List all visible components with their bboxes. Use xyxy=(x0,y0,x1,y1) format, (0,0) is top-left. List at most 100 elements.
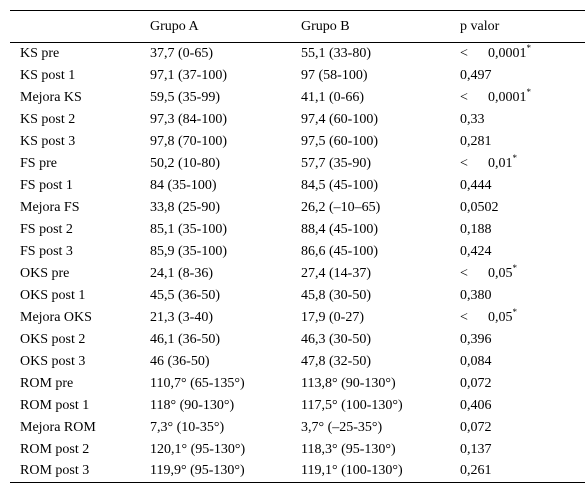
p-valor-cell: 0,497 xyxy=(460,65,585,87)
p-value: 0,396 xyxy=(460,331,492,347)
row-label: Mejora ROM xyxy=(20,419,96,435)
grupo-b-value: 113,8° (90-130°) xyxy=(301,375,396,391)
header-p-valor: p valor xyxy=(460,10,585,43)
table-row: Mejora KS 59,5 (35-99) 41,1 (0-66) <0,0001* xyxy=(10,87,585,109)
grupo-a-value: 97,8 (70-100) xyxy=(150,133,227,149)
grupo-b-value: 3,7° (–25-35°) xyxy=(301,419,383,435)
table-row: Mejora ROM 7,3° (10-35°) 3,7° (–25-35°) 0,0… xyxy=(10,417,585,439)
p-valor-cell: <0,05* xyxy=(460,263,585,285)
grupo-a-value: 21,3 (3-40) xyxy=(150,309,213,325)
grupo-b-value: 97,4 (60-100) xyxy=(301,111,378,127)
row-label: KS post 1 xyxy=(20,67,76,83)
p-value: 0,0001 xyxy=(488,89,527,105)
grupo-b-value: 86,6 (45-100) xyxy=(301,243,378,259)
table-row: FS post 2 85,1 (35-100) 88,4 (45-100) 0,188 xyxy=(10,219,585,241)
significance-marker: * xyxy=(526,86,532,97)
table-row: Mejora OKS 21,3 (3-40) 17,9 (0-27) <0,05* xyxy=(10,307,585,329)
header-grupo-b: Grupo B xyxy=(301,10,460,43)
p-comparator: < xyxy=(460,309,468,325)
grupo-b-value: 84,5 (45-100) xyxy=(301,177,378,193)
results-table-container: Grupo A Grupo B p valor KS pre 37,7 (0-65… xyxy=(10,10,585,483)
p-valor-cell: <0,05* xyxy=(460,307,585,329)
table-row: FS pre 50,2 (10-80) 57,7 (35-90) <0,01* xyxy=(10,153,585,175)
row-label: KS post 3 xyxy=(20,133,76,149)
grupo-a-value: 46 (36-50) xyxy=(150,353,210,369)
p-comparator: < xyxy=(460,155,468,171)
p-value: 0,072 xyxy=(460,419,492,435)
grupo-a-value: 97,3 (84-100) xyxy=(150,111,227,127)
p-valor-cell: 0,137 xyxy=(460,439,585,461)
grupo-b-value: 119,1° (100-130°) xyxy=(301,460,460,483)
table-body: KS pre 37,7 (0-65) 55,1 (33-80) <0,0001* KS … xyxy=(10,43,585,483)
grupo-b-value: 17,9 (0-27) xyxy=(301,309,364,325)
p-value: 0,05 xyxy=(488,309,513,325)
row-label: Mejora OKS xyxy=(20,309,92,325)
grupo-a-value: 97,1 (37-100) xyxy=(150,67,227,83)
p-value: 0,497 xyxy=(460,67,492,83)
p-comparator: < xyxy=(460,45,468,61)
table-row: KS pre 37,7 (0-65) 55,1 (33-80) <0,0001* xyxy=(10,43,585,65)
grupo-a-value: 85,9 (35-100) xyxy=(150,243,227,259)
p-value: 0,072 xyxy=(460,375,492,391)
grupo-a-value: 118° (90-130°) xyxy=(150,397,235,413)
p-valor-cell: <0,0001* xyxy=(460,43,585,65)
p-valor-cell: 0,188 xyxy=(460,219,585,241)
p-valor-cell: 0,281 xyxy=(460,131,585,153)
row-label: ROM post 1 xyxy=(20,397,90,413)
header-label xyxy=(10,10,150,43)
row-label: FS post 2 xyxy=(20,221,73,237)
table-row: FS post 1 84 (35-100) 84,5 (45-100) 0,444 xyxy=(10,175,585,197)
p-value: 0,444 xyxy=(460,177,492,193)
row-label: FS pre xyxy=(20,155,57,171)
grupo-a-value: 120,1° (95-130°) xyxy=(150,441,246,457)
grupo-b-value: 41,1 (0-66) xyxy=(301,89,364,105)
grupo-b-value: 57,7 (35-90) xyxy=(301,155,371,171)
row-label: KS post 2 xyxy=(20,111,76,127)
grupo-b-value: 97,5 (60-100) xyxy=(301,133,378,149)
p-valor-cell: 0,261 xyxy=(460,460,585,483)
row-label: Mejora KS xyxy=(20,89,82,105)
grupo-a-value: 85,1 (35-100) xyxy=(150,221,227,237)
grupo-b-value: 46,3 (30-50) xyxy=(301,331,371,347)
table-row: KS post 2 97,3 (84-100) 97,4 (60-100) 0,33 xyxy=(10,109,585,131)
p-comparator: < xyxy=(460,265,468,281)
grupo-b-value: 27,4 (14-37) xyxy=(301,265,371,281)
row-label: FS post 3 xyxy=(20,243,73,259)
table-row: ROM post 3 119,9° (95-130°) 119,1° (100-13… xyxy=(10,460,585,483)
grupo-a-value: 119,9° (95-130°) xyxy=(150,460,301,483)
row-label: OKS post 1 xyxy=(20,287,86,303)
grupo-b-value: 97 (58-100) xyxy=(301,67,368,83)
grupo-a-value: 24,1 (8-36) xyxy=(150,265,213,281)
p-value: 0,084 xyxy=(460,353,492,369)
table-row: OKS post 2 46,1 (36-50) 46,3 (30-50) 0,396 xyxy=(10,329,585,351)
table-row: ROM pre 110,7° (65-135°) 113,8° (90-130°) 0… xyxy=(10,373,585,395)
row-label: ROM pre xyxy=(20,375,74,391)
grupo-b-value: 26,2 (–10–65) xyxy=(301,199,381,215)
table-row: KS post 1 97,1 (37-100) 97 (58-100) 0,497 xyxy=(10,65,585,87)
significance-marker: * xyxy=(512,152,518,163)
header-row: Grupo A Grupo B p valor xyxy=(10,10,585,43)
p-value: 0,0502 xyxy=(460,199,499,215)
p-valor-cell: 0,0502 xyxy=(460,197,585,219)
grupo-a-value: 33,8 (25-90) xyxy=(150,199,220,215)
grupo-a-value: 59,5 (35-99) xyxy=(150,89,220,105)
p-valor-cell: 0,396 xyxy=(460,329,585,351)
grupo-a-value: 84 (35-100) xyxy=(150,177,217,193)
p-value: 0,01 xyxy=(488,155,513,171)
table-row: ROM post 2 120,1° (95-130°) 118,3° (95-130… xyxy=(10,439,585,461)
table-row: OKS pre 24,1 (8-36) 27,4 (14-37) <0,05* xyxy=(10,263,585,285)
grupo-b-value: 47,8 (32-50) xyxy=(301,353,371,369)
table-row: OKS post 3 46 (36-50) 47,8 (32-50) 0,084 xyxy=(10,351,585,373)
grupo-a-value: 110,7° (65-135°) xyxy=(150,375,245,391)
results-table: Grupo A Grupo B p valor KS pre 37,7 (0-65… xyxy=(10,10,585,483)
p-value: 0,33 xyxy=(460,111,485,127)
p-value: 0,188 xyxy=(460,221,492,237)
table-row: KS post 3 97,8 (70-100) 97,5 (60-100) 0,281 xyxy=(10,131,585,153)
p-valor-cell: 0,084 xyxy=(460,351,585,373)
p-valor-cell: 0,424 xyxy=(460,241,585,263)
p-value: 0,137 xyxy=(460,441,492,457)
row-label: OKS post 3 xyxy=(20,353,86,369)
row-label: KS pre xyxy=(20,45,60,61)
table-row: Mejora FS 33,8 (25-90) 26,2 (–10–65) 0,0502 xyxy=(10,197,585,219)
p-valor-cell: 0,072 xyxy=(460,417,585,439)
